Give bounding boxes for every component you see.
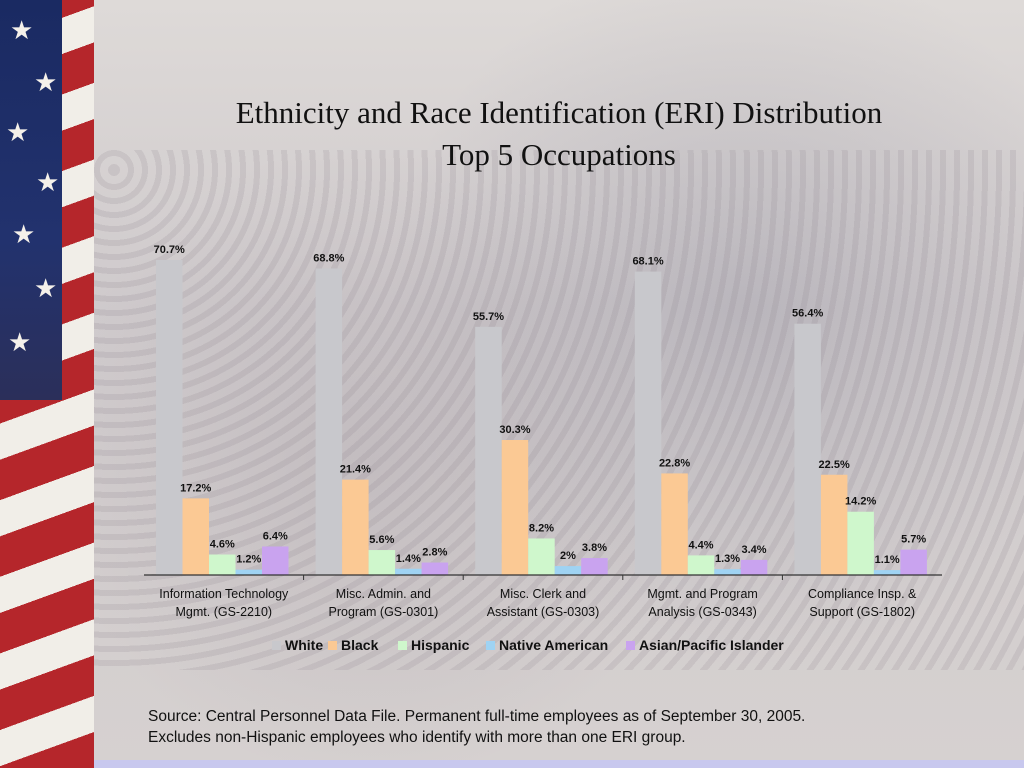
- data-label: 1.2%: [236, 554, 261, 566]
- data-label: 3.8%: [582, 542, 607, 554]
- data-label: 3.4%: [742, 544, 767, 556]
- star-icon: ★: [34, 274, 58, 304]
- data-label: 2.8%: [422, 547, 447, 559]
- category-label: Mgmt. and Program: [647, 587, 757, 601]
- data-label: 68.8%: [313, 252, 344, 264]
- data-label: 17.2%: [180, 482, 211, 494]
- star-icon: ★: [12, 220, 36, 250]
- category-label: Program (GS-0301): [329, 605, 439, 619]
- data-label: 4.4%: [689, 539, 714, 551]
- star-icon: ★: [36, 168, 60, 198]
- category-label: Analysis (GS-0343): [648, 605, 756, 619]
- bar-chart: 70.7% 17.2% 4.6%1.2%6.4% Information Techno…: [144, 244, 942, 653]
- bar-black-0: [182, 498, 209, 575]
- bar-white-3: [634, 271, 662, 575]
- bar-asian-pacific-islander-0: [262, 546, 289, 575]
- legend-swatch: [398, 641, 407, 650]
- bar-native-american-4: [873, 570, 901, 575]
- bar-black-4: [820, 474, 848, 575]
- bar-native-american-3: [714, 569, 741, 575]
- data-label: 1.4%: [396, 553, 421, 565]
- data-label: 70.7%: [154, 244, 185, 256]
- bar-native-american-2: [554, 566, 582, 575]
- category-label: Information Technology: [159, 587, 289, 601]
- legend-label: Hispanic: [411, 637, 470, 653]
- bar-hispanic-3: [687, 555, 715, 575]
- data-label: 2%: [560, 550, 576, 562]
- data-label: 5.7%: [901, 534, 926, 546]
- data-label: 5.6%: [369, 534, 394, 546]
- flag-canton: ★ ★ ★ ★ ★ ★ ★: [0, 0, 62, 400]
- star-icon: ★: [6, 118, 30, 148]
- flag-decoration: ★ ★ ★ ★ ★ ★ ★: [0, 0, 94, 768]
- bar-black-1: [342, 479, 369, 575]
- data-label: 1.1%: [875, 554, 900, 566]
- bar-white-4: [794, 323, 821, 575]
- data-label: 55.7%: [473, 311, 504, 323]
- bar-hispanic-1: [368, 550, 396, 575]
- legend-swatch: [626, 641, 635, 650]
- bar-hispanic-0: [209, 554, 236, 575]
- data-label: 56.4%: [792, 308, 823, 320]
- category-label: Mgmt. (GS-2210): [176, 605, 273, 619]
- bar-black-3: [661, 473, 688, 575]
- data-label: 4.6%: [210, 539, 235, 551]
- background-crowd: [94, 150, 1024, 670]
- title-line-1: Ethnicity and Race Identification (ERI) …: [235, 95, 883, 130]
- star-icon: ★: [8, 328, 32, 358]
- bar-asian-pacific-islander-4: [900, 549, 927, 575]
- category-label: Misc. Clerk and: [500, 587, 586, 601]
- bar-black-2: [501, 440, 529, 575]
- legend-label: White: [285, 637, 323, 653]
- data-label: 22.5%: [819, 459, 850, 471]
- background-photo: [94, 0, 1024, 768]
- legend-swatch: [486, 641, 495, 650]
- legend-swatch: [328, 641, 337, 650]
- bottom-rule: [94, 760, 1024, 768]
- category-label: Compliance Insp. &: [808, 587, 917, 601]
- data-label: 21.4%: [340, 464, 371, 476]
- bar-hispanic-4: [847, 511, 874, 575]
- data-label: 22.8%: [659, 457, 690, 469]
- bar-white-2: [475, 326, 502, 575]
- legend-swatch: [272, 641, 281, 650]
- bar-asian-pacific-islander-2: [581, 558, 608, 575]
- category-label: Assistant (GS-0303): [487, 605, 600, 619]
- legend-label: Asian/Pacific Islander: [639, 637, 784, 653]
- bar-asian-pacific-islander-3: [740, 559, 768, 575]
- data-label: 30.3%: [499, 424, 530, 436]
- chart-title: Ethnicity and Race Identification (ERI) …: [94, 92, 1024, 176]
- star-icon: ★: [34, 68, 58, 98]
- category-label: Misc. Admin. and: [336, 587, 431, 601]
- source-note: Source: Central Personnel Data File. Per…: [148, 706, 1008, 748]
- bar-white-0: [156, 260, 183, 575]
- legend-label: Black: [341, 637, 379, 653]
- legend-label: Native American: [499, 637, 608, 653]
- data-label: 68.1%: [632, 256, 663, 268]
- data-label: 8.2%: [529, 522, 554, 534]
- source-line-1: Source: Central Personnel Data File. Per…: [148, 708, 806, 725]
- data-label: 1.3%: [715, 553, 740, 565]
- source-line-2: Excludes non-Hispanic employees who iden…: [148, 729, 686, 746]
- data-label: 6.4%: [263, 530, 288, 542]
- data-label: 14.2%: [845, 496, 876, 508]
- bar-asian-pacific-islander-1: [421, 562, 449, 575]
- bar-hispanic-2: [528, 538, 555, 575]
- category-label: Support (GS-1802): [809, 605, 915, 619]
- star-icon: ★: [10, 16, 34, 46]
- bar-native-american-0: [235, 569, 262, 575]
- bar-white-1: [315, 268, 343, 575]
- bar-native-american-1: [395, 568, 422, 575]
- title-line-2: Top 5 Occupations: [442, 137, 676, 172]
